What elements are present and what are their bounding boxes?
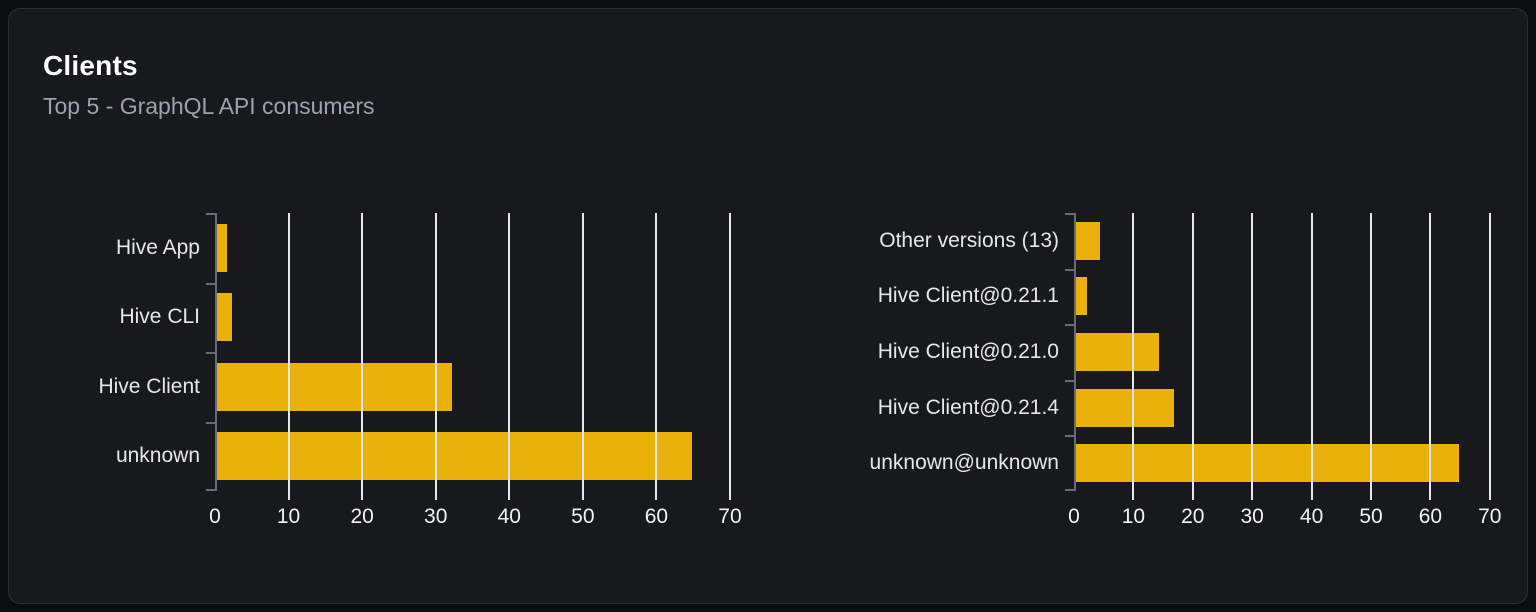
bar[interactable]	[1076, 277, 1088, 316]
x-tick-label: 0	[1068, 505, 1080, 528]
gridline	[361, 213, 364, 500]
x-tick-label: 60	[644, 505, 669, 528]
x-tick-label: 50	[571, 505, 595, 528]
x-tick-label: 60	[1418, 505, 1443, 528]
category-label: Other versions (13)	[879, 228, 1059, 252]
x-tick-label: 40	[497, 505, 521, 528]
y-axis-tick	[1065, 380, 1074, 382]
bar[interactable]	[1076, 444, 1460, 483]
x-tick-label: 20	[350, 505, 374, 528]
category-label: Hive Client@0.21.4	[877, 395, 1059, 419]
x-tick-label: 40	[1299, 505, 1324, 528]
bar[interactable]	[217, 223, 228, 272]
plot-area: 0 10 20 30 40 50 60 70	[206, 213, 742, 528]
gridline	[655, 213, 658, 500]
clients-card: Clients Top 5 - GraphQL API consumers Hi…	[8, 8, 1528, 604]
category-label: Hive Client@0.21.1	[877, 284, 1059, 308]
x-tick-label: 70	[718, 505, 742, 528]
bar[interactable]	[217, 432, 692, 481]
bar[interactable]	[217, 293, 233, 342]
y-axis-tick	[1065, 269, 1074, 271]
y-axis-line	[1074, 213, 1076, 491]
x-axis-labels: 0 10 20 30 40 50 60 70	[209, 505, 742, 531]
y-axis-labels: Other versions (13) Hive Client@0.21.1 Hiv…	[834, 213, 1074, 491]
category-label: unknown@unknown	[869, 451, 1059, 475]
gridline	[728, 213, 731, 500]
y-axis-line	[215, 213, 217, 491]
bar[interactable]	[1076, 388, 1174, 427]
y-axis-tick	[206, 213, 215, 215]
gridline	[1191, 213, 1194, 500]
y-axis-tick	[1065, 489, 1074, 491]
x-tick-label: 0	[209, 505, 221, 528]
gridline	[581, 213, 584, 500]
x-tick-label: 10	[276, 505, 301, 528]
client-versions-bar-chart: Other versions (13) Hive Client@0.21.1 Hiv…	[834, 213, 1501, 528]
y-axis-labels: Hive App Hive CLI Hive Client unknown	[45, 213, 215, 491]
y-axis-tick	[206, 489, 215, 491]
gridline	[1132, 213, 1135, 500]
y-axis-tick	[1065, 213, 1074, 215]
gridline	[1429, 213, 1432, 500]
x-tick-label: 30	[424, 505, 448, 528]
gridline	[1310, 213, 1313, 500]
category-label: unknown	[115, 444, 200, 468]
x-tick-label: 10	[1121, 505, 1146, 528]
y-axis-tick	[206, 352, 215, 354]
category-label: Hive Client	[98, 374, 200, 398]
clients-bar-chart: Hive App Hive CLI Hive Client unknown 0 10 20 3…	[45, 213, 742, 528]
x-tick-label: 70	[1478, 505, 1502, 528]
category-label: Hive App	[115, 235, 200, 259]
gridline	[434, 213, 437, 500]
gridline	[1488, 213, 1491, 500]
x-axis-labels: 0 10 20 30 40 50 60 70	[1068, 505, 1501, 531]
gridline	[508, 213, 511, 500]
gridline	[287, 213, 290, 500]
page-subtitle: Top 5 - GraphQL API consumers	[43, 93, 375, 119]
y-axis-tick	[1065, 435, 1074, 437]
gridline	[1370, 213, 1372, 500]
x-tick-label: 50	[1359, 505, 1383, 528]
bar[interactable]	[1076, 333, 1159, 371]
plot-area: 0 10 20 30 40 50 60 70	[1065, 213, 1501, 528]
card-header: Clients Top 5 - GraphQL API consumers	[43, 49, 375, 120]
category-label: Hive Client@0.21.0	[877, 339, 1059, 363]
x-tick-label: 30	[1240, 505, 1264, 528]
x-tick-label: 20	[1181, 505, 1205, 528]
gridline	[1251, 213, 1254, 500]
y-axis-tick	[1065, 324, 1074, 326]
y-axis-tick	[206, 422, 215, 424]
y-axis-tick	[206, 283, 215, 285]
bar[interactable]	[217, 362, 453, 411]
category-label: Hive CLI	[119, 305, 200, 329]
bar[interactable]	[1076, 221, 1100, 260]
page-title: Clients	[43, 50, 138, 81]
